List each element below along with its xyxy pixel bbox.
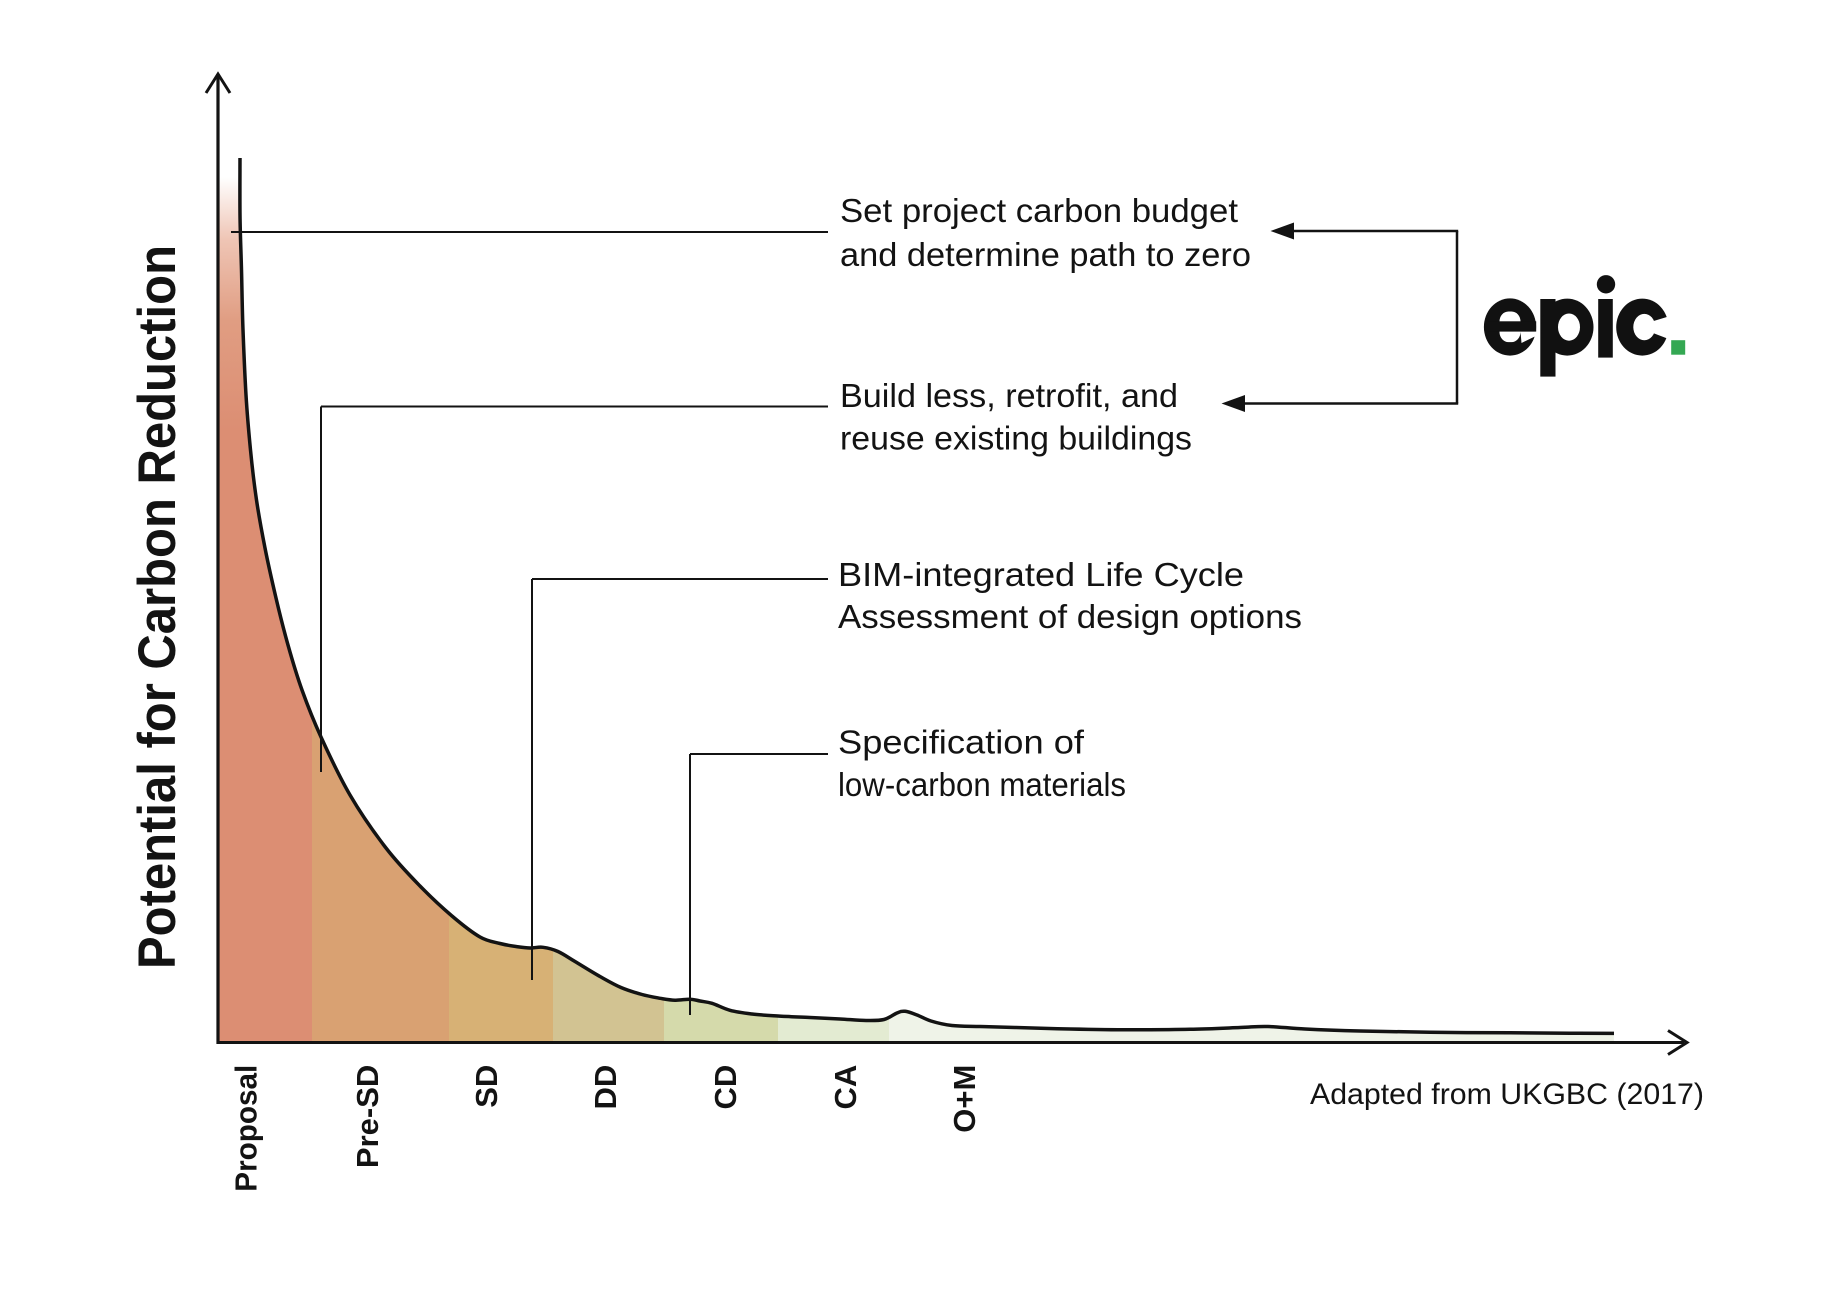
svg-text:reuse existing buildings: reuse existing buildings (840, 420, 1192, 457)
svg-text:and determine path to zero: and determine path to zero (840, 236, 1251, 273)
svg-text:CD: CD (708, 1065, 743, 1110)
svg-text:Potential for Carbon Reduction: Potential for Carbon Reduction (128, 245, 187, 969)
svg-text:Set project carbon budget: Set project carbon budget (840, 192, 1238, 229)
svg-text:Proposal: Proposal (229, 1065, 264, 1192)
svg-text:Assessment of design options: Assessment of design options (838, 598, 1302, 635)
svg-text:Specification of: Specification of (838, 724, 1085, 761)
svg-text:BIM-integrated Life Cycle: BIM-integrated Life Cycle (838, 556, 1244, 593)
svg-text:O+M: O+M (947, 1065, 982, 1133)
svg-text:Build less, retrofit, and: Build less, retrofit, and (840, 377, 1178, 414)
svg-text:low-carbon materials: low-carbon materials (838, 766, 1126, 803)
svg-text:CA: CA (828, 1065, 863, 1110)
svg-text:SD: SD (469, 1065, 504, 1108)
svg-text:Adapted from UKGBC (2017): Adapted from UKGBC (2017) (1310, 1078, 1704, 1111)
svg-text:Pre-SD: Pre-SD (350, 1065, 385, 1168)
svg-text:DD: DD (588, 1065, 623, 1110)
